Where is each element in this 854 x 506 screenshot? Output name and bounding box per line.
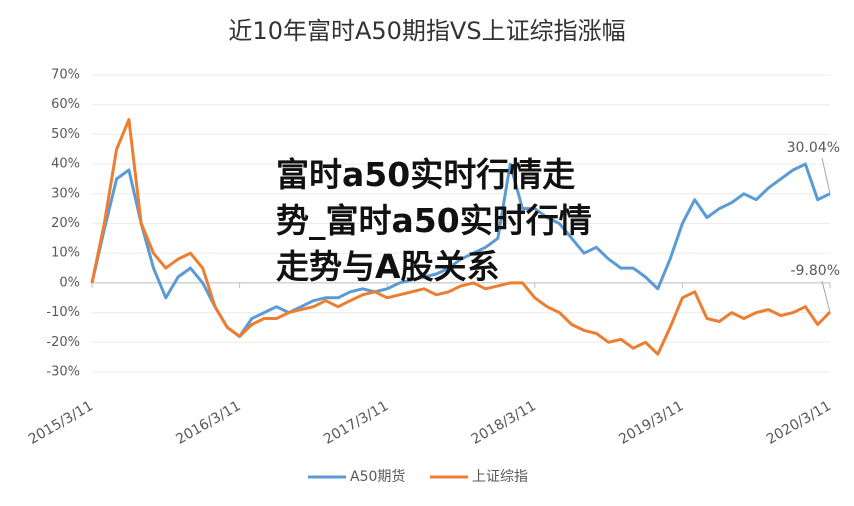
data-label: -9.80%	[790, 263, 840, 279]
y-tick-label: 20%	[51, 216, 80, 231]
legend-label: A50期货	[350, 468, 405, 485]
y-tick-label: 40%	[51, 157, 80, 172]
x-tick-label: 2015/3/11	[26, 398, 96, 448]
overlay-text: 富时a50实时行情走势_富时a50实时行情走势与A股关系	[276, 155, 592, 286]
y-tick-label: -30%	[46, 365, 80, 380]
y-tick-label: 30%	[51, 186, 80, 201]
x-tick-label: 2020/3/11	[764, 398, 834, 448]
y-tick-label: 10%	[51, 246, 80, 261]
y-tick-label: -10%	[46, 305, 80, 320]
x-tick-label: 2019/3/11	[616, 398, 686, 448]
legend-label: 上证综指	[472, 469, 528, 485]
y-tick-label: 60%	[51, 97, 80, 112]
chart-title: 近10年富时A50期指VS上证综指涨幅	[228, 17, 625, 45]
x-tick-label: 2018/3/11	[469, 398, 539, 448]
x-tick-label: 2016/3/11	[173, 398, 243, 448]
series-line	[90, 118, 832, 356]
x-tick-label: 2017/3/11	[321, 398, 391, 448]
y-tick-label: 70%	[51, 68, 80, 83]
data-label: 30.04%	[787, 140, 840, 156]
y-tick-label: -20%	[46, 335, 80, 350]
leader-line	[821, 280, 831, 313]
leader-line	[821, 157, 831, 194]
y-tick-label: 50%	[51, 127, 80, 142]
y-tick-label: 0%	[59, 275, 80, 290]
